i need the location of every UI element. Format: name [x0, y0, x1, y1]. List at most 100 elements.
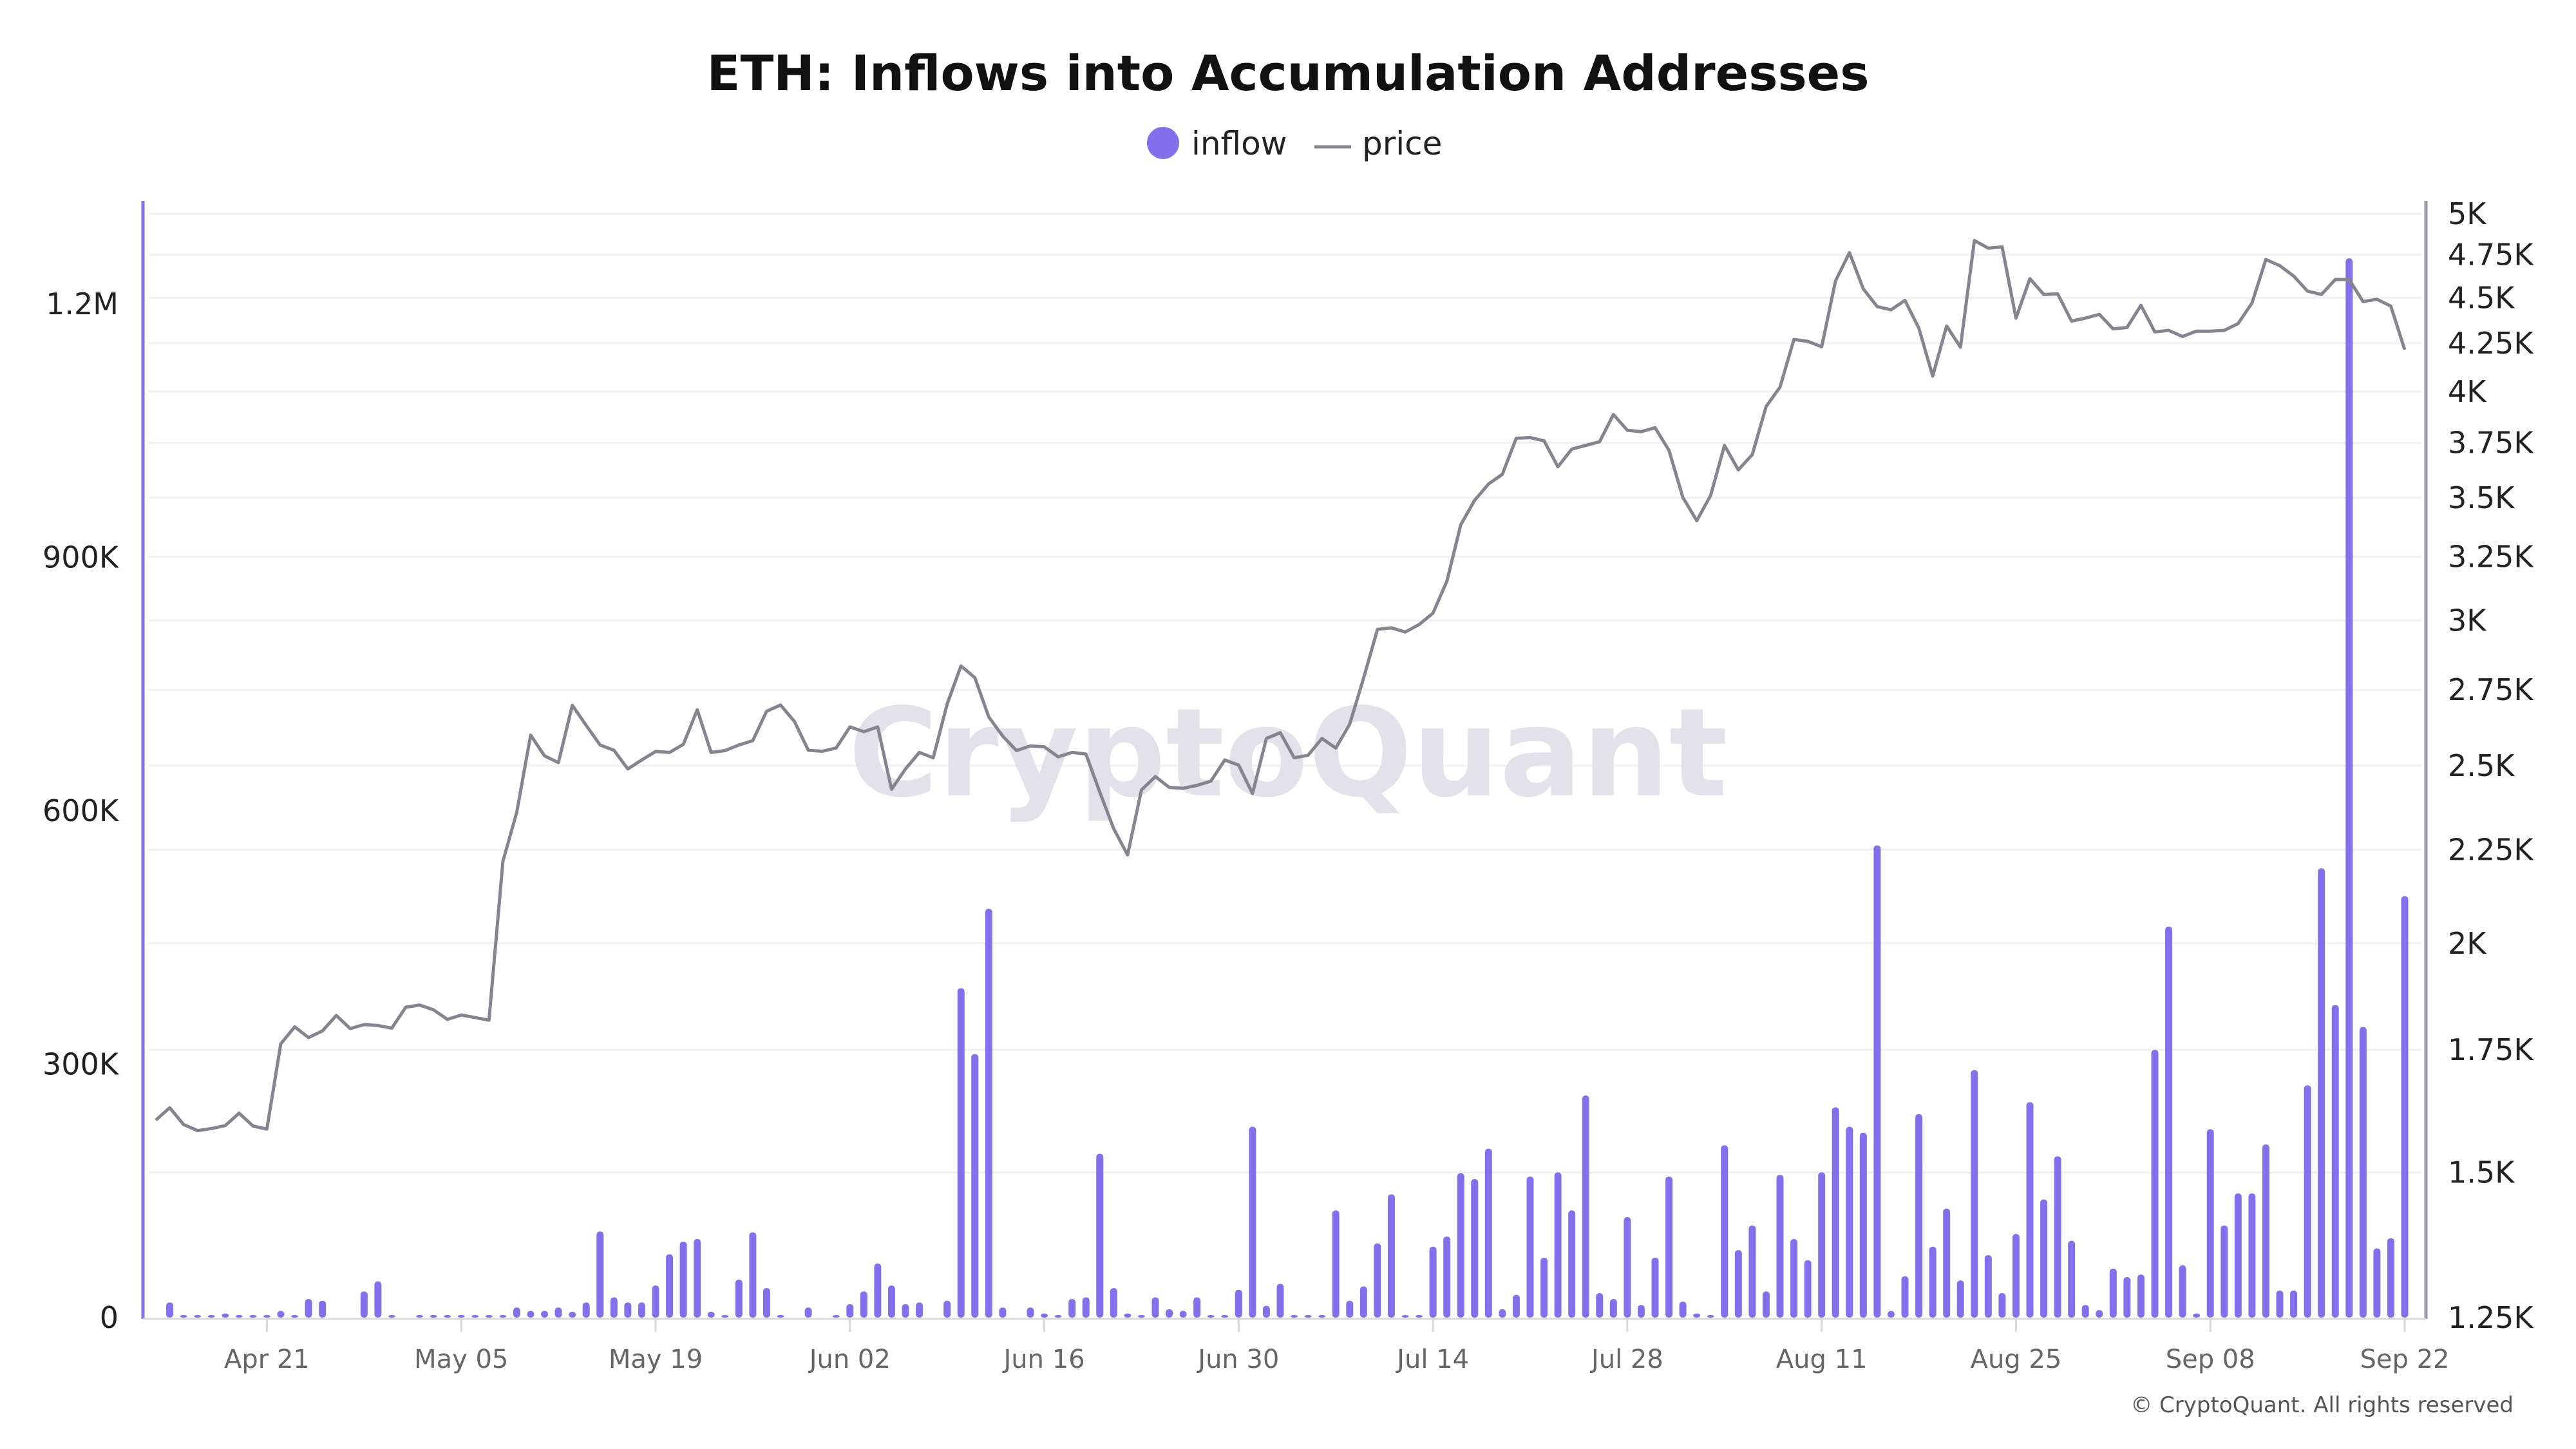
inflow-bar[interactable]	[499, 1315, 507, 1318]
inflow-bar[interactable]	[2026, 1102, 2034, 1318]
inflow-bar[interactable]	[1276, 1283, 1284, 1318]
inflow-bar[interactable]	[1332, 1210, 1340, 1318]
inflow-bar[interactable]	[180, 1315, 187, 1318]
inflow-bar[interactable]	[2234, 1193, 2242, 1318]
inflow-bar[interactable]	[666, 1254, 674, 1318]
inflow-bar[interactable]	[1832, 1107, 1839, 1318]
inflow-bar[interactable]	[1359, 1286, 1367, 1318]
inflow-bar[interactable]	[2304, 1085, 2311, 1318]
inflow-bar[interactable]	[582, 1302, 590, 1318]
inflow-bar[interactable]	[2109, 1268, 2117, 1318]
inflow-bar[interactable]	[416, 1315, 424, 1318]
inflow-bar[interactable]	[2081, 1305, 2089, 1318]
legend-item-inflow[interactable]: inflow	[1147, 125, 1287, 162]
inflow-bar[interactable]	[2262, 1144, 2269, 1318]
inflow-bar[interactable]	[2137, 1274, 2145, 1318]
inflow-bar[interactable]	[1624, 1217, 1631, 1318]
inflow-bar[interactable]	[1429, 1246, 1437, 1318]
inflow-bar[interactable]	[1721, 1145, 1728, 1318]
inflow-bar[interactable]	[596, 1231, 604, 1318]
inflow-bar[interactable]	[1027, 1307, 1034, 1318]
inflow-bar[interactable]	[1374, 1243, 1381, 1318]
inflow-bar[interactable]	[2054, 1156, 2061, 1318]
inflow-bar[interactable]	[166, 1302, 174, 1318]
inflow-bar[interactable]	[2096, 1310, 2103, 1318]
inflow-bar[interactable]	[1124, 1313, 1132, 1318]
inflow-bar[interactable]	[916, 1302, 923, 1318]
inflow-bar[interactable]	[1596, 1293, 1604, 1318]
inflow-bar[interactable]	[374, 1281, 382, 1318]
inflow-bar[interactable]	[679, 1241, 687, 1318]
inflow-bar[interactable]	[1041, 1313, 1048, 1318]
inflow-bar[interactable]	[1249, 1126, 1256, 1318]
inflow-bar[interactable]	[1221, 1315, 1229, 1318]
inflow-bar[interactable]	[541, 1311, 549, 1318]
inflow-bar[interactable]	[360, 1291, 368, 1318]
inflow-bar[interactable]	[762, 1288, 770, 1318]
inflow-bar[interactable]	[804, 1307, 812, 1318]
inflow-bar[interactable]	[1179, 1311, 1187, 1318]
inflow-bar[interactable]	[2179, 1265, 2186, 1318]
inflow-bar[interactable]	[513, 1307, 520, 1318]
inflow-bar[interactable]	[1484, 1148, 1492, 1318]
inflow-bar[interactable]	[1956, 1280, 1964, 1318]
inflow-bar[interactable]	[1943, 1208, 1951, 1318]
inflow-bar[interactable]	[735, 1279, 743, 1318]
inflow-bar[interactable]	[554, 1307, 562, 1318]
inflow-bar[interactable]	[2248, 1193, 2256, 1318]
inflow-bar[interactable]	[1304, 1315, 1312, 1318]
inflow-bar[interactable]	[999, 1307, 1007, 1318]
inflow-bar[interactable]	[1096, 1153, 1104, 1318]
inflow-bar[interactable]	[1901, 1276, 1909, 1318]
inflow-bar[interactable]	[2345, 258, 2353, 1318]
inflow-bar[interactable]	[1499, 1309, 1506, 1318]
inflow-bar[interactable]	[943, 1300, 951, 1318]
inflow-bar[interactable]	[1929, 1246, 1937, 1318]
inflow-bar[interactable]	[874, 1264, 882, 1318]
inflow-bar[interactable]	[388, 1315, 395, 1318]
inflow-bar[interactable]	[749, 1232, 757, 1318]
inflow-bar[interactable]	[1762, 1291, 1770, 1318]
inflow-bar[interactable]	[1457, 1173, 1464, 1318]
inflow-bar[interactable]	[1568, 1210, 1576, 1318]
inflow-bar[interactable]	[1082, 1297, 1090, 1318]
inflow-bar[interactable]	[1151, 1297, 1159, 1318]
inflow-bar[interactable]	[902, 1304, 909, 1318]
inflow-bar[interactable]	[1665, 1176, 1673, 1318]
inflow-bar[interactable]	[1609, 1299, 1617, 1318]
inflow-bar[interactable]	[277, 1311, 285, 1318]
inflow-bar[interactable]	[1748, 1226, 1756, 1318]
inflow-bar[interactable]	[1207, 1315, 1215, 1318]
inflow-bar[interactable]	[1387, 1194, 1395, 1318]
inflow-bar[interactable]	[471, 1315, 479, 1318]
inflow-bar[interactable]	[1193, 1297, 1201, 1318]
inflow-bar[interactable]	[527, 1311, 535, 1318]
inflow-bar[interactable]	[2387, 1238, 2394, 1318]
inflow-bar[interactable]	[1318, 1315, 1326, 1318]
inflow-bar[interactable]	[291, 1315, 299, 1318]
inflow-bar[interactable]	[957, 988, 965, 1318]
inflow-bar[interactable]	[1887, 1311, 1895, 1318]
inflow-bar[interactable]	[194, 1315, 202, 1318]
inflow-bar[interactable]	[457, 1315, 465, 1318]
inflow-bar[interactable]	[624, 1302, 632, 1318]
inflow-bar[interactable]	[1859, 1132, 1867, 1318]
inflow-bar[interactable]	[694, 1239, 701, 1318]
inflow-bar[interactable]	[1734, 1250, 1742, 1318]
inflow-bar[interactable]	[652, 1285, 659, 1318]
inflow-bar[interactable]	[2331, 1005, 2339, 1318]
inflow-bar[interactable]	[2193, 1313, 2201, 1318]
inflow-bar[interactable]	[2206, 1129, 2214, 1318]
inflow-bar[interactable]	[1804, 1260, 1812, 1318]
inflow-bar[interactable]	[2012, 1234, 2020, 1318]
inflow-bar[interactable]	[2040, 1199, 2048, 1318]
inflow-bar[interactable]	[2221, 1226, 2228, 1318]
inflow-bar[interactable]	[1401, 1315, 1409, 1318]
inflow-bar[interactable]	[1582, 1095, 1589, 1318]
inflow-bar[interactable]	[1971, 1070, 1978, 1318]
inflow-bar[interactable]	[777, 1315, 784, 1318]
inflow-bar[interactable]	[985, 909, 992, 1318]
inflow-bar[interactable]	[263, 1315, 270, 1318]
inflow-bar[interactable]	[860, 1291, 867, 1318]
inflow-bar[interactable]	[1693, 1313, 1701, 1318]
